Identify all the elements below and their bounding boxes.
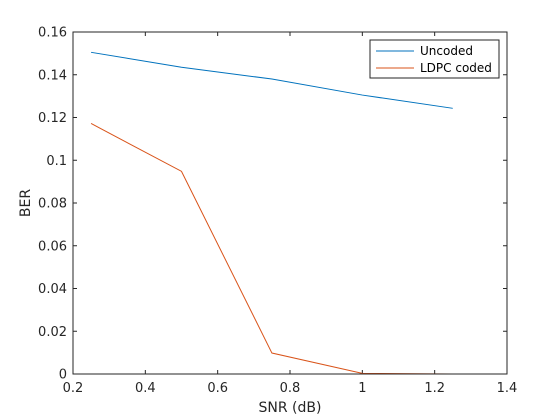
- x-axis-label: SNR (dB): [259, 400, 322, 416]
- legend-label-ldpc-coded: LDPC coded: [420, 61, 492, 75]
- series-line-uncoded: [90, 51, 453, 109]
- y-axis-label: BER: [18, 189, 34, 217]
- y-axis-ticks: 0 0.02 0.04 0.06 0.08 0.1 0.12 0.14 0.16: [38, 26, 507, 383]
- y-tick-label: 0.14: [38, 68, 67, 83]
- y-tick-label: 0.06: [38, 239, 67, 254]
- x-tick-label: 0.6: [207, 381, 228, 396]
- y-tick-label: 0.12: [38, 111, 67, 126]
- x-tick-label: 0.2: [63, 381, 84, 396]
- y-tick-label: 0.02: [38, 325, 67, 340]
- y-tick-label: 0.04: [38, 282, 67, 297]
- legend-label-uncoded: Uncoded: [420, 44, 473, 58]
- y-tick-label: 0.16: [38, 26, 67, 41]
- x-tick-label: 0.4: [135, 381, 156, 396]
- x-tick-label: 1: [358, 381, 366, 396]
- x-tick-label: 1.2: [424, 381, 445, 396]
- plot-area: [73, 32, 507, 374]
- y-tick-label: 0: [59, 368, 67, 383]
- y-tick-label: 0.08: [38, 197, 67, 212]
- legend-box: [369, 39, 500, 79]
- plot-frame: [72, 31, 508, 375]
- x-axis-ticks: 0.2 0.4 0.6 0.8 1 1.2 1.4: [63, 32, 518, 396]
- x-tick-label: 1.4: [497, 381, 518, 396]
- legend: Uncoded LDPC coded: [369, 39, 500, 79]
- y-tick-label: 0.1: [46, 154, 67, 169]
- x-tick-label: 0.8: [280, 381, 301, 396]
